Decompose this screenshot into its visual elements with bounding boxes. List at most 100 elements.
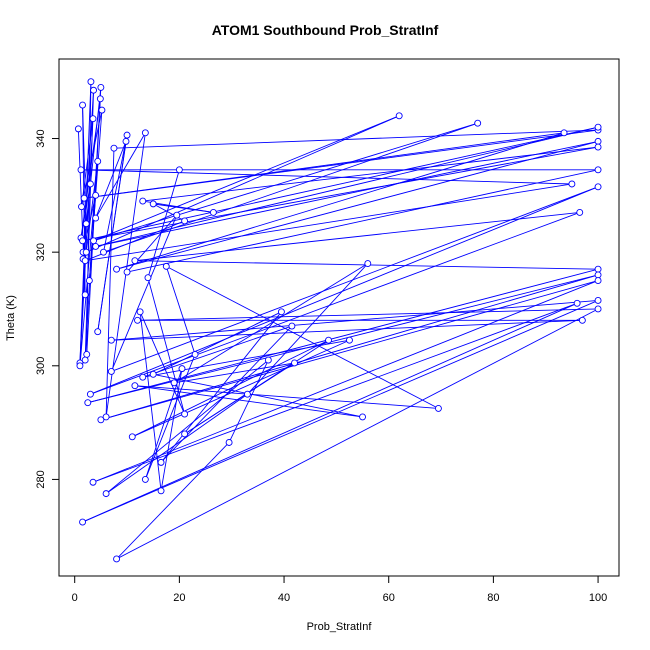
series-segment (100, 280, 599, 421)
data-point (594, 143, 602, 151)
data-point (82, 220, 90, 228)
series-segment (105, 359, 269, 494)
series-segment (105, 393, 248, 494)
series-segment (80, 169, 572, 185)
y-axis: 280 300 320 340 (35, 129, 60, 489)
data-point (92, 214, 100, 222)
data-point (243, 390, 251, 398)
data-point (79, 101, 87, 109)
data-point (359, 413, 367, 421)
data-point (79, 237, 87, 245)
data-point (89, 115, 97, 123)
series-segment (82, 126, 599, 242)
series-segment (153, 203, 214, 213)
data-point (170, 379, 178, 387)
data-point (141, 129, 149, 137)
data-point (92, 243, 100, 250)
data-point (181, 217, 189, 225)
data-point (594, 166, 602, 174)
series-segment (166, 265, 439, 409)
data-point (181, 410, 189, 418)
series-segment (82, 146, 599, 242)
series-segment (92, 280, 599, 483)
series-segment (147, 169, 180, 278)
data-point (74, 125, 82, 133)
data-point (568, 180, 576, 188)
data-point (277, 308, 285, 316)
data-point (131, 257, 139, 265)
series-segment (84, 87, 102, 361)
y-tick-label: 300 (35, 357, 47, 375)
data-point (364, 260, 372, 267)
data-point (77, 166, 85, 174)
data-point (85, 277, 93, 285)
series-segment (111, 319, 583, 341)
data-point (107, 368, 115, 375)
data-point (131, 382, 139, 390)
x-tick-label: 60 (383, 592, 395, 604)
series-segment (100, 274, 599, 421)
data-point (594, 265, 602, 273)
y-tick-label: 320 (35, 243, 47, 261)
series-segment (184, 339, 329, 435)
series-segment (134, 385, 363, 418)
data-point (578, 316, 586, 324)
data-point (594, 271, 602, 279)
series-segment (86, 81, 92, 355)
series-segment (165, 266, 196, 355)
series-segment (174, 362, 295, 384)
series-segment (81, 110, 103, 207)
data-point (79, 518, 87, 526)
series-segment (142, 325, 293, 378)
series-segment (82, 300, 599, 523)
data-point (395, 112, 403, 120)
data-point (474, 119, 482, 127)
series-segment (93, 122, 478, 242)
data-point (157, 487, 165, 495)
series-segment (153, 311, 282, 375)
series-segment (85, 161, 99, 253)
series-segment (90, 211, 580, 395)
data-point (288, 322, 296, 330)
series-segment (132, 339, 350, 438)
data-point (594, 183, 602, 191)
data-point (92, 191, 100, 199)
series-segment (144, 368, 183, 480)
data-point (264, 356, 272, 364)
series-segment (144, 354, 196, 480)
series-segment (86, 115, 400, 253)
series-segment (85, 183, 572, 262)
data-point (325, 336, 332, 344)
x-tick-label: 80 (487, 592, 499, 604)
data-point (175, 166, 183, 174)
data-point (149, 200, 157, 208)
series-segment (173, 263, 369, 384)
series-segment (103, 122, 478, 253)
data-point (81, 291, 89, 299)
data-point (94, 328, 102, 336)
series-segment (247, 263, 369, 395)
series-segment (160, 368, 183, 491)
data-point (191, 350, 199, 358)
data-point (102, 413, 110, 421)
data-point (209, 208, 217, 216)
series-segment (84, 132, 565, 199)
data-point (89, 478, 97, 486)
series-segment (111, 186, 599, 372)
data-point (100, 248, 107, 256)
data-point (139, 197, 147, 205)
data-point (94, 157, 102, 165)
x-tick-label: 100 (589, 592, 607, 604)
data-point (573, 299, 581, 307)
data-point (291, 359, 298, 367)
series-segment (134, 211, 580, 262)
data-point (144, 274, 152, 282)
series-segment (126, 169, 599, 273)
data-point (594, 277, 602, 285)
data-point (128, 433, 136, 441)
series-segment (147, 277, 186, 415)
data-point (434, 404, 442, 412)
data-point (102, 490, 110, 498)
series-segment (105, 148, 115, 417)
data-point (86, 390, 94, 398)
